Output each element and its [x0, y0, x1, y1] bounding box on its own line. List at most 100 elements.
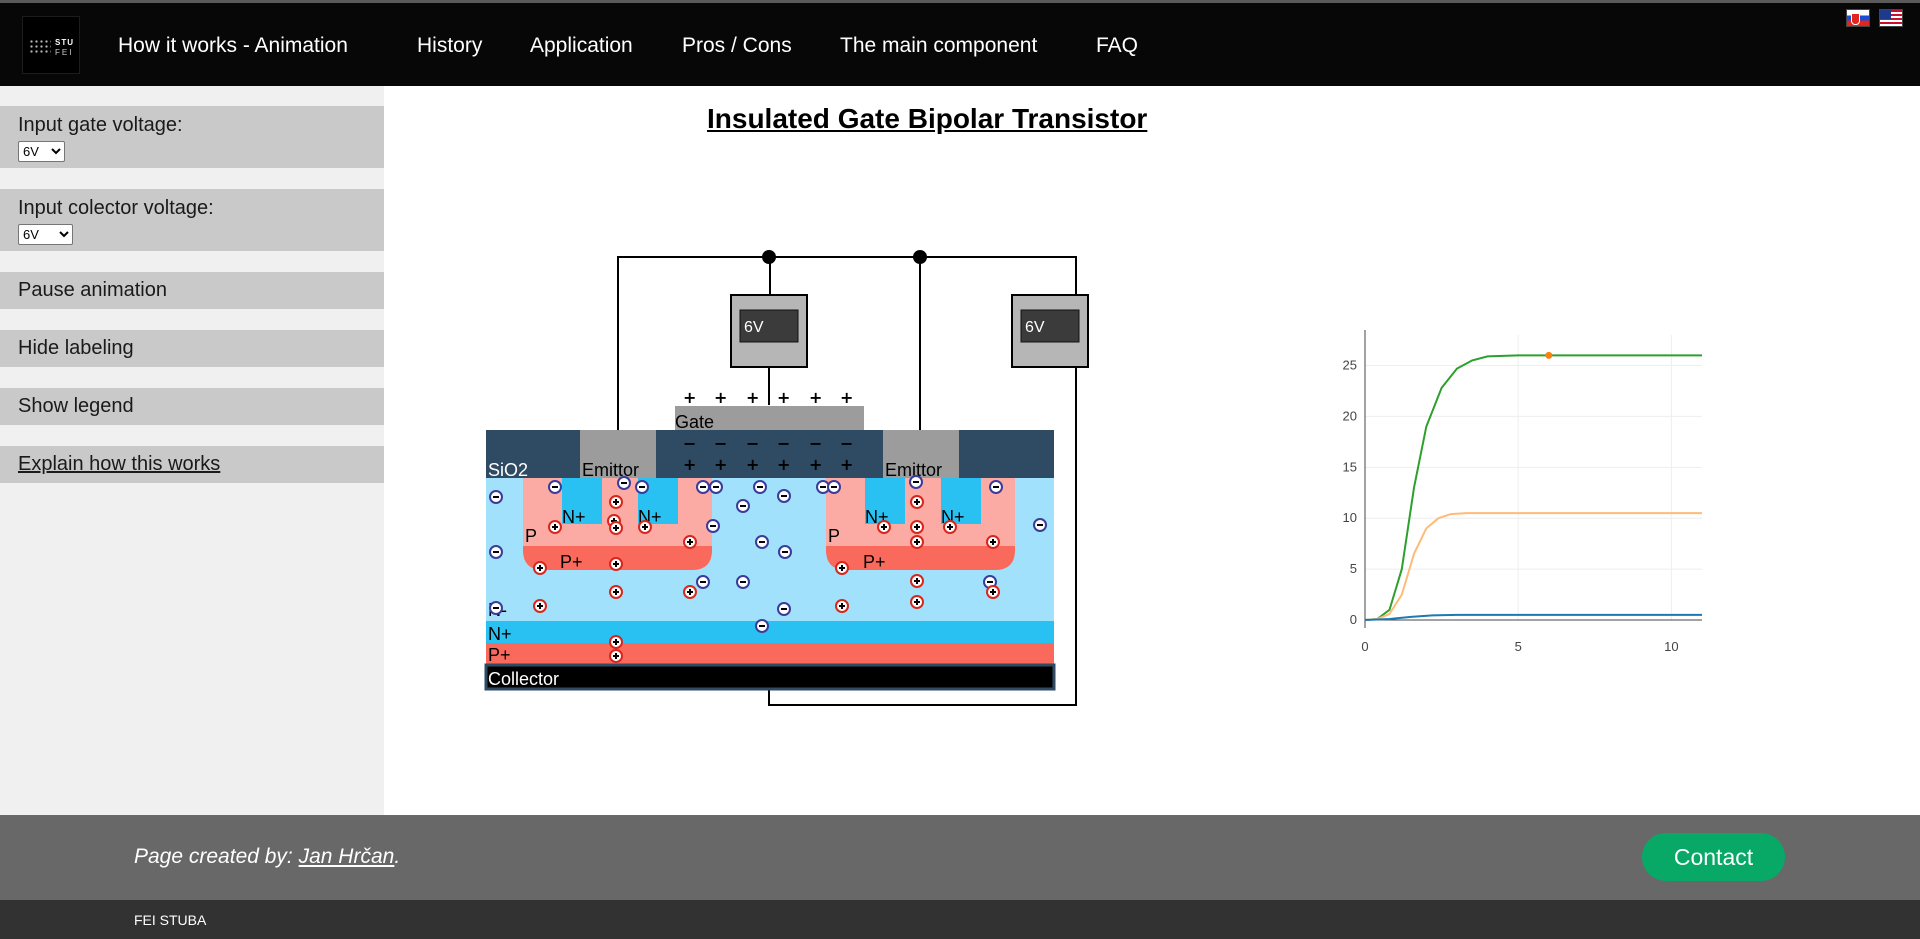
hole-icon [943, 520, 957, 534]
hole-icon [683, 585, 697, 599]
hole-icon [910, 495, 924, 509]
series-line-1 [1364, 512, 1702, 621]
hole-icon [986, 585, 1000, 599]
collector-voltmeter: 6V [1011, 294, 1089, 368]
x-tick-label: 0 [1361, 639, 1368, 654]
svg-text:+: + [746, 455, 759, 474]
svg-text:−: − [683, 434, 696, 453]
emitter-left [580, 430, 656, 478]
n-plus-source-right-2 [941, 478, 981, 524]
holes [533, 495, 1000, 663]
hole-icon [609, 585, 623, 599]
explain-link[interactable]: Explain how this works [18, 453, 221, 475]
electron-icon [706, 519, 720, 533]
nav-application[interactable]: Application [530, 34, 633, 57]
nav-faq[interactable]: FAQ [1096, 34, 1139, 57]
logo-line2: FEI [55, 48, 74, 57]
svg-text:+: + [840, 388, 853, 407]
electron-icon [989, 480, 1003, 494]
hide-labeling-button[interactable]: Hide labeling [0, 330, 384, 367]
hole-icon [910, 595, 924, 609]
chart-series [1364, 351, 1702, 621]
subfooter [0, 900, 1920, 939]
gate-voltage-label: Input gate voltage: [18, 114, 183, 136]
hole-icon [609, 521, 623, 535]
us-flag-icon[interactable] [1879, 9, 1903, 27]
current-voltage-chart: 0 5 10 15 20 25 0 5 10 [1343, 330, 1702, 654]
gate-voltage-select[interactable]: 6V [18, 141, 65, 162]
credit-suffix: . [394, 845, 401, 868]
collector-voltage-panel: Input colector voltage: 6V [0, 189, 384, 251]
svg-text:+: + [683, 455, 696, 474]
emitter-right [883, 430, 959, 478]
current-point-marker [1545, 351, 1553, 359]
electron-icon [489, 490, 503, 504]
hole-icon [548, 520, 562, 534]
pause-animation-button[interactable]: Pause animation [0, 272, 384, 309]
stu-fei-logo[interactable]: STU FEI [22, 16, 80, 74]
svg-text:+: + [746, 388, 759, 407]
nav-pros-cons[interactable]: Pros / Cons [682, 34, 792, 57]
hole-icon [533, 561, 547, 575]
footer-credit: Page created by: Jan Hrčan. [134, 845, 400, 869]
top-navbar: STU FEI How it works - Animation History… [0, 0, 1920, 86]
electron-icon [777, 489, 791, 503]
gate-voltage-panel: Input gate voltage: 6V [0, 106, 384, 168]
electron-icon [909, 475, 923, 489]
x-tick-label: 5 [1515, 639, 1522, 654]
electron-icon [755, 535, 769, 549]
y-tick-label: 15 [1343, 459, 1357, 474]
svg-text:+: + [683, 388, 696, 407]
hole-icon [609, 635, 623, 649]
hole-icon [910, 574, 924, 588]
contact-button[interactable]: Contact [1642, 833, 1785, 881]
svg-text:+: + [840, 455, 853, 474]
hole-icon [986, 535, 1000, 549]
electron-icon [753, 480, 767, 494]
hole-icon [877, 520, 891, 534]
collector-voltage-select[interactable]: 6V [18, 224, 73, 245]
electron-icon [489, 601, 503, 615]
hole-icon [609, 557, 623, 571]
label-gate: Gate [675, 412, 714, 432]
y-tick-label: 20 [1343, 408, 1357, 423]
show-legend-button[interactable]: Show legend [0, 388, 384, 425]
gate-charges: + + + + + + − − − − − − + + + + + + [683, 388, 853, 474]
electron-icon [736, 575, 750, 589]
page-title: Insulated Gate Bipolar Transistor [707, 103, 1148, 134]
svg-text:+: + [809, 455, 822, 474]
x-tick-label: 10 [1664, 639, 1678, 654]
svg-text:+: + [809, 388, 822, 407]
hole-icon [609, 649, 623, 663]
label-emitter-right: Emittor [885, 460, 942, 480]
author-link[interactable]: Jan Hrčan [298, 845, 395, 868]
nav-history[interactable]: History [417, 34, 483, 57]
svg-text:+: + [714, 388, 727, 407]
svg-text:−: − [809, 434, 822, 453]
hole-icon [683, 535, 697, 549]
nav-main-component[interactable]: The main component [840, 34, 1038, 57]
logo-line1: STU [55, 38, 74, 47]
label-pplus-bottom: P+ [488, 645, 511, 665]
svg-text:+: + [777, 455, 790, 474]
y-tick-label: 5 [1350, 561, 1357, 576]
electron-icon [778, 545, 792, 559]
svg-text:−: − [714, 434, 727, 453]
electron-icon [696, 575, 710, 589]
label-nplus-1: N+ [562, 507, 586, 527]
electrons [489, 475, 1047, 633]
nav-how-it-works[interactable]: How it works - Animation [118, 34, 348, 57]
footer [0, 815, 1920, 900]
svg-text:+: + [714, 455, 727, 474]
hole-icon [835, 561, 849, 575]
collector-voltage-label: Input colector voltage: [18, 197, 214, 219]
electron-icon [489, 545, 503, 559]
junction-node-left [762, 250, 776, 264]
n-plus-source-left-1 [562, 478, 602, 524]
n-plus-source-right-1 [865, 478, 905, 524]
electron-icon [548, 480, 562, 494]
y-tick-label: 10 [1343, 510, 1357, 525]
igbt-circuit-diagram: 6V 6V + + + + + + − − − − − − + + + [484, 250, 1089, 706]
slovak-flag-icon[interactable] [1846, 9, 1870, 27]
label-p-right: P [828, 526, 840, 546]
